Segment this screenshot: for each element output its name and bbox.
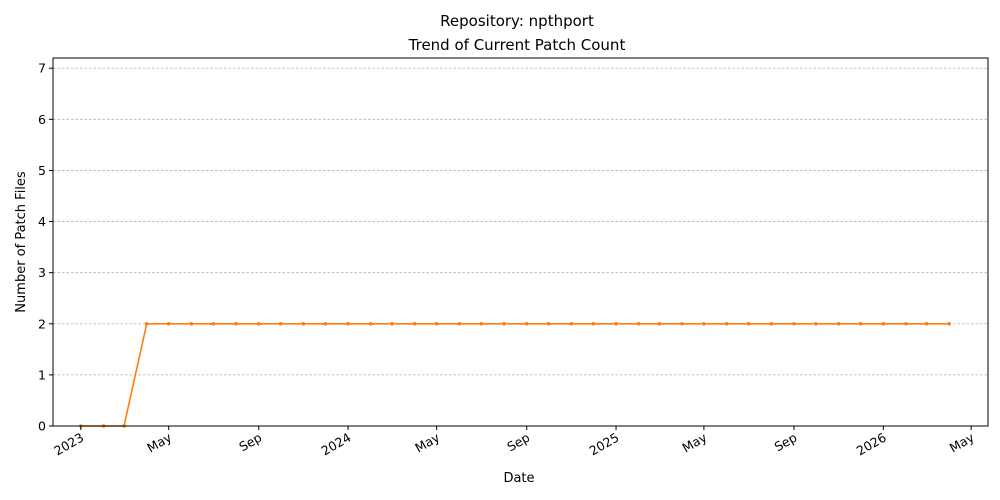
data-point (591, 321, 596, 326)
data-point (769, 321, 774, 326)
chart-title-line1: Repository: npthport (440, 12, 594, 30)
data-point (858, 321, 863, 326)
y-tick-label: 7 (38, 61, 46, 76)
data-point (368, 321, 373, 326)
data-point (234, 321, 238, 326)
data-point (256, 321, 261, 326)
data-point (390, 321, 394, 326)
y-axis-label: Number of Patch Files (14, 171, 29, 313)
x-axis: 2023 May Sep 2024 May Sep 2025 May Sep 2026 May (51, 426, 977, 459)
x-tick-label: 2024 (319, 430, 354, 459)
x-axis-label: Date (503, 471, 534, 486)
data-point (457, 321, 462, 326)
y-axis: 0 1 2 3 4 5 6 7 (38, 61, 53, 434)
data-point (301, 321, 306, 326)
data-point (904, 321, 908, 326)
y-tick-label: 4 (38, 214, 46, 229)
data-point (144, 321, 149, 326)
y-tick-label: 1 (38, 367, 46, 382)
x-tick-label: Sep (236, 430, 264, 455)
data-point (546, 321, 551, 326)
data-point (346, 321, 350, 326)
x-tick-label: Sep (772, 430, 800, 455)
grid-lines (53, 67, 988, 427)
data-point (792, 321, 796, 326)
data-point (814, 321, 818, 326)
series-line (80, 322, 950, 427)
data-point (657, 321, 662, 326)
data-point (881, 321, 886, 326)
data-point (836, 321, 841, 326)
data-point (614, 321, 618, 326)
x-tick-label: 2025 (586, 430, 621, 459)
y-tick-label: 2 (38, 316, 46, 331)
data-point (524, 321, 529, 326)
data-point (569, 321, 574, 326)
y-tick-label: 6 (38, 112, 46, 127)
data-point (924, 321, 929, 326)
data-point (211, 321, 216, 326)
plot-frame (52, 57, 989, 427)
data-point (278, 321, 283, 326)
x-tick-label: May (412, 429, 442, 455)
chart-title-line2: Trend of Current Patch Count (408, 36, 626, 54)
data-point (323, 321, 328, 326)
x-tick-label: May (144, 429, 174, 455)
data-point (479, 321, 484, 326)
data-point (680, 321, 684, 326)
data-point (412, 321, 417, 326)
y-tick-label: 0 (38, 419, 46, 434)
data-point (702, 321, 706, 326)
data-point (166, 321, 171, 326)
x-tick-label: Sep (504, 430, 532, 455)
x-tick-label: May (680, 429, 710, 455)
data-point (947, 321, 951, 326)
data-point (502, 321, 506, 326)
data-point (724, 321, 729, 326)
data-point (746, 321, 751, 326)
data-point (434, 321, 439, 326)
x-tick-label: May (947, 429, 977, 455)
x-tick-label: 2023 (51, 430, 86, 459)
data-point (636, 321, 641, 326)
y-tick-label: 5 (38, 163, 46, 178)
x-tick-label: 2026 (854, 430, 889, 459)
data-point (189, 321, 194, 326)
y-tick-label: 3 (38, 265, 46, 280)
data-series (79, 321, 951, 428)
